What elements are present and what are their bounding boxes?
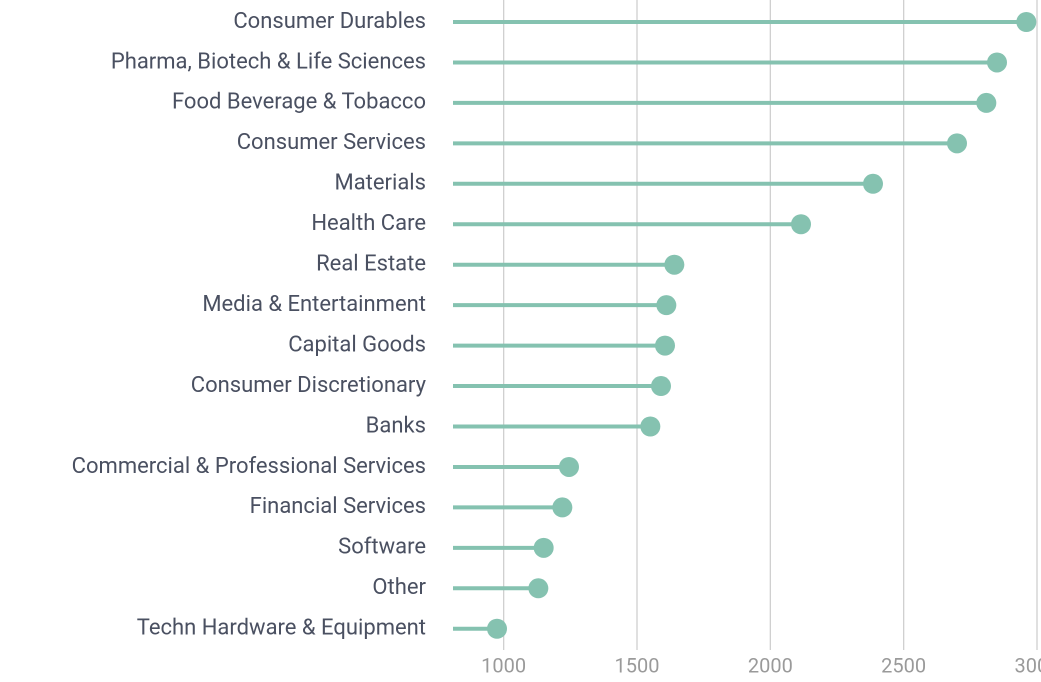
dot xyxy=(947,133,967,154)
y-tick-label: Pharma, Biotech & Life Sciences xyxy=(111,49,426,74)
y-tick-label: Techn Hardware & Equipment xyxy=(137,616,426,641)
y-tick-label: Financial Services xyxy=(250,494,426,519)
dot xyxy=(552,497,573,518)
y-tick-label: Media & Entertainment xyxy=(202,292,426,317)
dot xyxy=(976,92,997,113)
y-tick-label: Materials xyxy=(334,171,426,196)
y-tick-label: Other xyxy=(372,575,426,600)
dot xyxy=(651,376,671,397)
dot xyxy=(791,214,811,235)
dot xyxy=(528,578,549,599)
dot xyxy=(987,52,1007,73)
x-tick-label: 2000 xyxy=(748,653,793,677)
dot xyxy=(640,416,661,437)
dot xyxy=(559,456,579,477)
dot xyxy=(656,295,677,316)
y-tick-label: Banks xyxy=(366,413,426,438)
y-tick-label: Consumer Durables xyxy=(233,9,426,34)
y-tick-label: Real Estate xyxy=(316,252,426,277)
y-tick-label: Consumer Discretionary xyxy=(191,373,427,398)
y-tick-label: Software xyxy=(338,535,426,560)
x-tick-label: 1000 xyxy=(481,653,526,677)
dot xyxy=(533,537,554,558)
dot xyxy=(1016,12,1037,32)
y-tick-label: Capital Goods xyxy=(288,332,426,357)
y-tick-label: Commercial & Professional Services xyxy=(72,454,426,479)
y-tick-label: Health Care xyxy=(311,211,426,236)
y-tick-label: Consumer Services xyxy=(237,130,426,155)
dot xyxy=(664,254,685,275)
x-tick-label: 3000 xyxy=(1015,653,1041,677)
x-tick-label: 1500 xyxy=(615,653,660,677)
dot xyxy=(863,173,883,194)
y-tick-label: Food Beverage & Tobacco xyxy=(172,90,426,115)
x-tick-label: 2500 xyxy=(881,653,926,677)
dot xyxy=(655,335,675,356)
dot xyxy=(487,618,507,639)
